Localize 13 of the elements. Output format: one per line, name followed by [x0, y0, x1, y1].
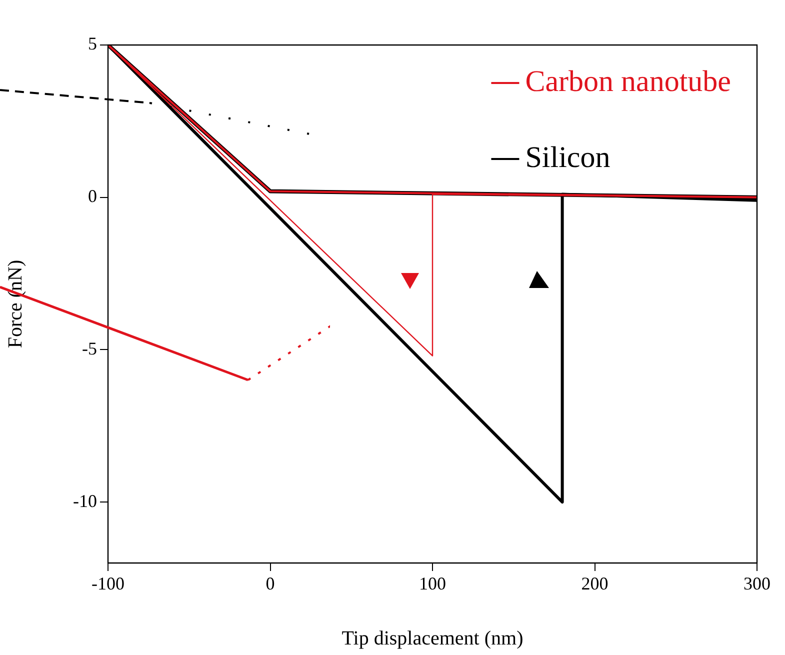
x-tick-label: 200 — [581, 574, 608, 594]
legend-label: Carbon nanotube — [525, 64, 731, 98]
legend-label: Silicon — [525, 140, 610, 174]
y-axis-title: Force (nN) — [4, 260, 26, 348]
x-tick-label: 300 — [744, 574, 770, 594]
x-tick-label: 0 — [266, 574, 275, 594]
x-tick-label: -100 — [92, 574, 124, 594]
x-axis-title: Tip displacement (nm) — [342, 627, 524, 650]
y-tick-label: -10 — [73, 490, 97, 511]
y-tick-label: 5 — [88, 34, 97, 54]
y-tick-label: 0 — [88, 186, 97, 206]
y-tick-label: -5 — [82, 338, 97, 358]
x-tick-label: 100 — [419, 574, 446, 594]
